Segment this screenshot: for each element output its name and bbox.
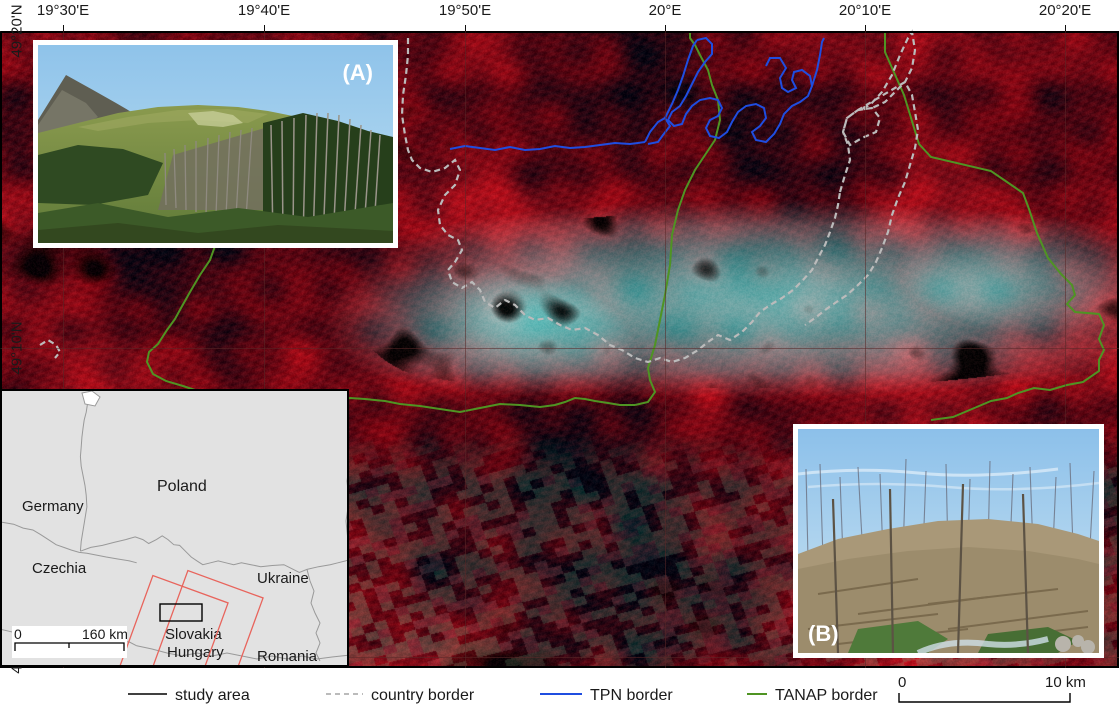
svg-text:Germany: Germany (22, 498, 84, 515)
svg-text:study area: study area (175, 687, 250, 704)
svg-text:Poland: Poland (157, 478, 207, 495)
svg-text:Romania: Romania (257, 648, 318, 665)
svg-text:Hungary: Hungary (167, 644, 224, 661)
svg-text:(B): (B) (808, 621, 839, 646)
svg-text:160 km: 160 km (82, 626, 128, 642)
svg-text:10 km: 10 km (1045, 675, 1086, 691)
svg-text:TANAP border: TANAP border (775, 687, 878, 704)
svg-text:(A): (A) (342, 60, 373, 85)
svg-text:Ukraine: Ukraine (257, 570, 309, 587)
svg-text:TPN border: TPN border (590, 687, 673, 704)
svg-text:country border: country border (371, 687, 475, 704)
svg-text:0: 0 (898, 675, 906, 691)
svg-text:Czechia: Czechia (32, 560, 87, 577)
svg-text:0: 0 (14, 626, 22, 642)
